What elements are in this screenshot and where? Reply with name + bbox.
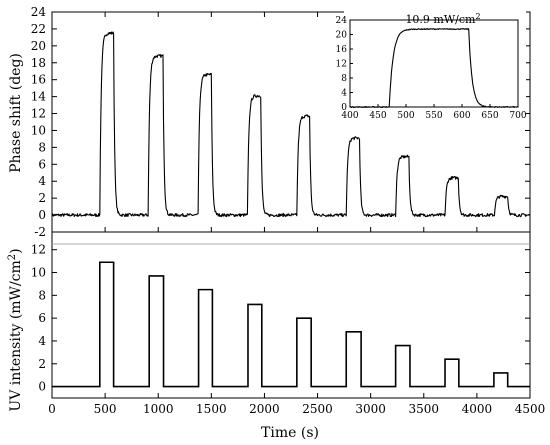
top-y-tick-label: 20 — [31, 39, 46, 53]
inset-y-tick-label: 20 — [336, 31, 348, 41]
bottom-x-tick-label: 1000 — [143, 402, 174, 416]
inset-y-tick-label: 12 — [336, 60, 347, 70]
top-y-tick-label: 24 — [31, 5, 47, 19]
inset-y-tick-label: 8 — [341, 74, 347, 84]
bottom-y-tick-label: 8 — [38, 288, 46, 302]
bottom-x-tick-label: 4500 — [515, 402, 546, 416]
top-y-tick-label: 2 — [38, 191, 46, 205]
top-y-tick-label: 0 — [38, 208, 46, 222]
bottom-y-tick-label: 6 — [38, 311, 46, 325]
inset-y-tick-label: 16 — [336, 45, 348, 55]
inset-x-tick-label: 700 — [509, 111, 526, 121]
inset-x-tick-label: 600 — [453, 111, 470, 121]
bottom-panel: 0 2 4 6 8 10 12 0 500 1000 1500 2000 2500 3000 3500 400… — [31, 231, 546, 416]
bottom-x-tick-label: 1500 — [196, 402, 227, 416]
inset-x-tick-label: 500 — [397, 111, 414, 121]
top-y-tick-label: 4 — [38, 174, 46, 188]
axis-titles: Phase shift (deg) UV intensity (mW/cm2) … — [7, 12, 481, 442]
inset-x-tick-label: 400 — [341, 111, 358, 121]
inset-y-tick-label: 24 — [336, 16, 348, 26]
top-y-tick-label: 6 — [38, 157, 46, 171]
inset-x-tick-label: 550 — [425, 111, 442, 121]
inset-panel: 0 4 8 12 16 20 24 400 450 500 550 600 650 700 — [336, 10, 527, 125]
inset-x-tick-label: 450 — [369, 111, 386, 121]
bottom-x-tick-label: 4000 — [462, 402, 493, 416]
bottom-x-tick-label: 3000 — [355, 402, 386, 416]
top-y-tick-label: 8 — [38, 140, 46, 154]
inset-y-tick-label: 0 — [341, 103, 347, 113]
uv-intensity-line — [52, 261, 530, 388]
bottom-x-tick-label: 3500 — [409, 402, 440, 416]
bottom-x-tick-label: 2500 — [302, 402, 333, 416]
inset-background — [344, 10, 526, 125]
bottom-x-tick-label: 500 — [94, 402, 117, 416]
top-y-axis-title: Phase shift (deg) — [8, 53, 24, 173]
top-y-tick-label: 10 — [31, 123, 46, 137]
bottom-x-tick-label: 0 — [48, 402, 56, 416]
bottom-y-tick-label: 4 — [38, 334, 46, 348]
inset-phase-line — [349, 28, 519, 108]
x-axis-title: Time (s) — [261, 425, 319, 441]
bottom-y-tick-label: 12 — [31, 243, 46, 257]
bottom-y-axis-title: UV intensity (mW/cm2) — [7, 248, 25, 411]
bottom-plot-frame — [51, 231, 531, 399]
bottom-y-tick-label: 0 — [38, 380, 46, 394]
top-y-tick-label: 16 — [31, 73, 46, 87]
bottom-y-tick-label: 10 — [31, 266, 46, 280]
phase-shift-line — [51, 31, 531, 218]
inset-title: 10.9 mW/cm2 — [405, 12, 480, 27]
bottom-y-tick-label: 2 — [38, 357, 46, 371]
top-y-tick-label: 14 — [31, 90, 47, 104]
top-y-tick-label: 18 — [31, 56, 46, 70]
bottom-x-tick-label: 2000 — [249, 402, 280, 416]
top-y-tick-label: -2 — [34, 225, 46, 239]
inset-x-tick-label: 650 — [481, 111, 498, 121]
top-y-tick-label: 22 — [31, 22, 46, 36]
top-y-tick-label: 12 — [31, 107, 46, 121]
inset-y-tick-label: 4 — [341, 89, 347, 99]
